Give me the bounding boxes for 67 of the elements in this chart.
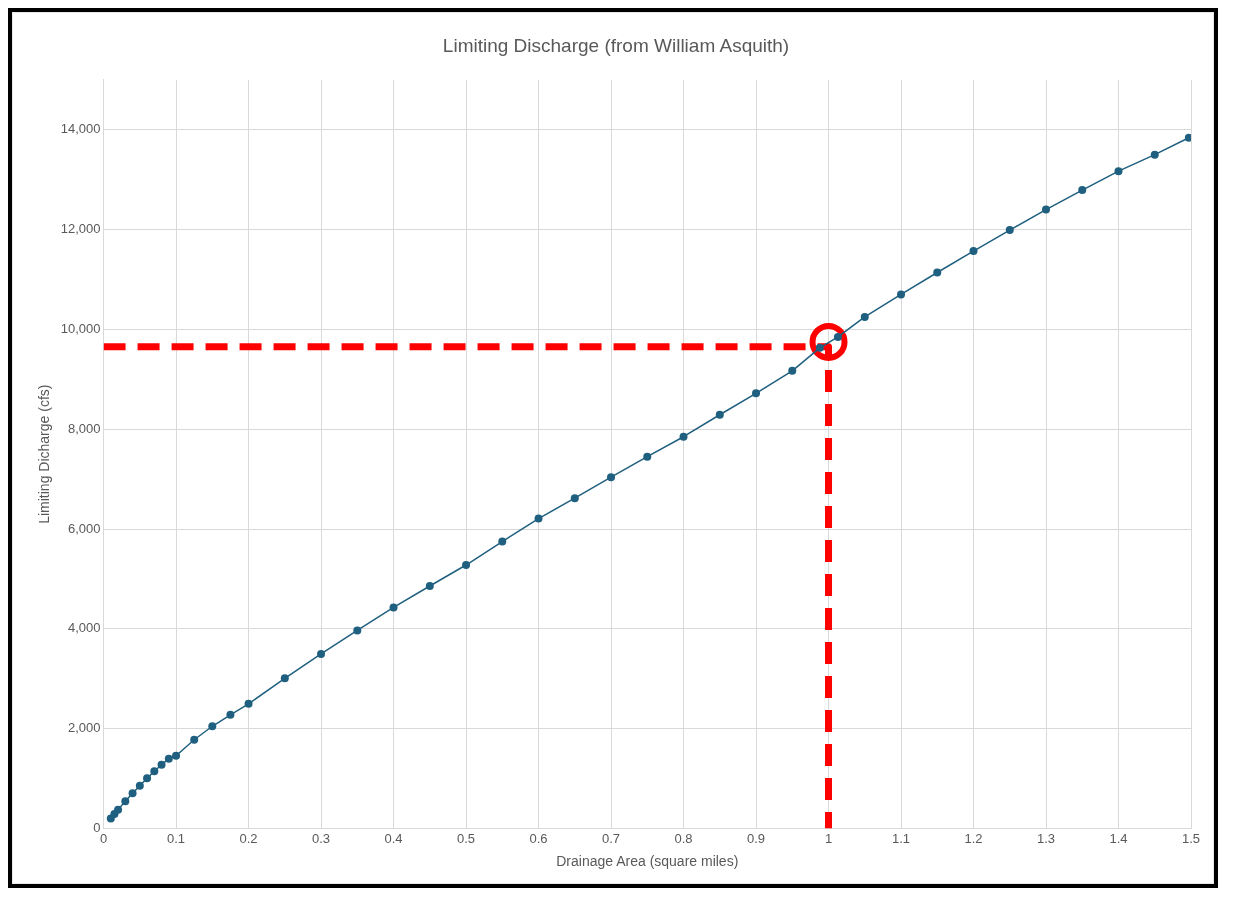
point: [425, 581, 434, 590]
point: [498, 537, 507, 546]
point: [150, 767, 159, 776]
point: [752, 389, 761, 398]
x-tick-label: 0.6: [529, 830, 548, 846]
y-tick-label: 4,000: [68, 620, 101, 636]
y-tick-label: 12,000: [60, 221, 101, 237]
y-tick-label: 10,000: [60, 320, 101, 336]
point: [1114, 167, 1123, 176]
x-axis-title: Drainage Area (square miles): [556, 853, 739, 870]
x-tick-label: 0.1: [167, 830, 186, 846]
x-tick-label: 1.3: [1036, 830, 1056, 846]
y-tick-label: 14,000: [60, 121, 101, 137]
point: [1184, 133, 1191, 142]
y-axis-title: Limiting Dicharge (cfs): [36, 384, 53, 524]
x-tick-label: 1.5: [1181, 830, 1201, 846]
point: [833, 332, 842, 341]
point: [164, 754, 173, 763]
point: [969, 247, 978, 256]
point: [1078, 186, 1087, 195]
y-tick-label: 0: [93, 820, 101, 836]
x-tick-label: 0.5: [457, 830, 476, 846]
y-tick-label: 2,000: [68, 720, 101, 736]
point: [157, 760, 166, 769]
point: [135, 781, 144, 790]
point: [1150, 150, 1159, 159]
y-tick-label: 6,000: [68, 520, 101, 536]
point: [143, 774, 152, 783]
x-tick-label: 0.7: [601, 830, 621, 846]
x-tick-label: 1: [824, 830, 833, 846]
point: [815, 343, 824, 352]
point: [317, 649, 326, 658]
point: [389, 603, 398, 612]
point: [121, 797, 130, 806]
point: [809, 322, 848, 361]
x-tick-label: 1.2: [964, 830, 983, 846]
point: [643, 452, 652, 461]
x-tick-label: 1.1: [891, 830, 911, 846]
point: [280, 674, 289, 683]
point: [860, 312, 869, 321]
point: [570, 494, 579, 503]
point: [679, 432, 688, 441]
y-tick-label: 8,000: [68, 420, 101, 436]
x-tick-label: 0.4: [384, 830, 403, 846]
point: [128, 789, 137, 798]
point: [190, 735, 199, 744]
point: [715, 410, 724, 419]
point: [534, 514, 543, 523]
x-tick-label: 0.8: [674, 830, 693, 846]
x-tick-label: 1.4: [1109, 830, 1128, 846]
point: [897, 290, 906, 299]
point: [788, 366, 797, 375]
x-tick-label: 0.2: [239, 830, 258, 846]
point: [462, 561, 471, 570]
point: [114, 805, 123, 814]
point: [933, 268, 942, 277]
point: [172, 751, 181, 760]
x-tick-label: 0.9: [746, 830, 766, 846]
x-tick-label: 0.3: [312, 830, 331, 846]
point: [208, 722, 217, 731]
point: [353, 626, 362, 635]
point: [1005, 226, 1014, 235]
point: [226, 710, 235, 719]
point: [607, 473, 616, 482]
point: [244, 699, 253, 708]
chart-title: Limiting Discharge (from William Asquith): [442, 34, 790, 56]
point: [1042, 205, 1051, 214]
